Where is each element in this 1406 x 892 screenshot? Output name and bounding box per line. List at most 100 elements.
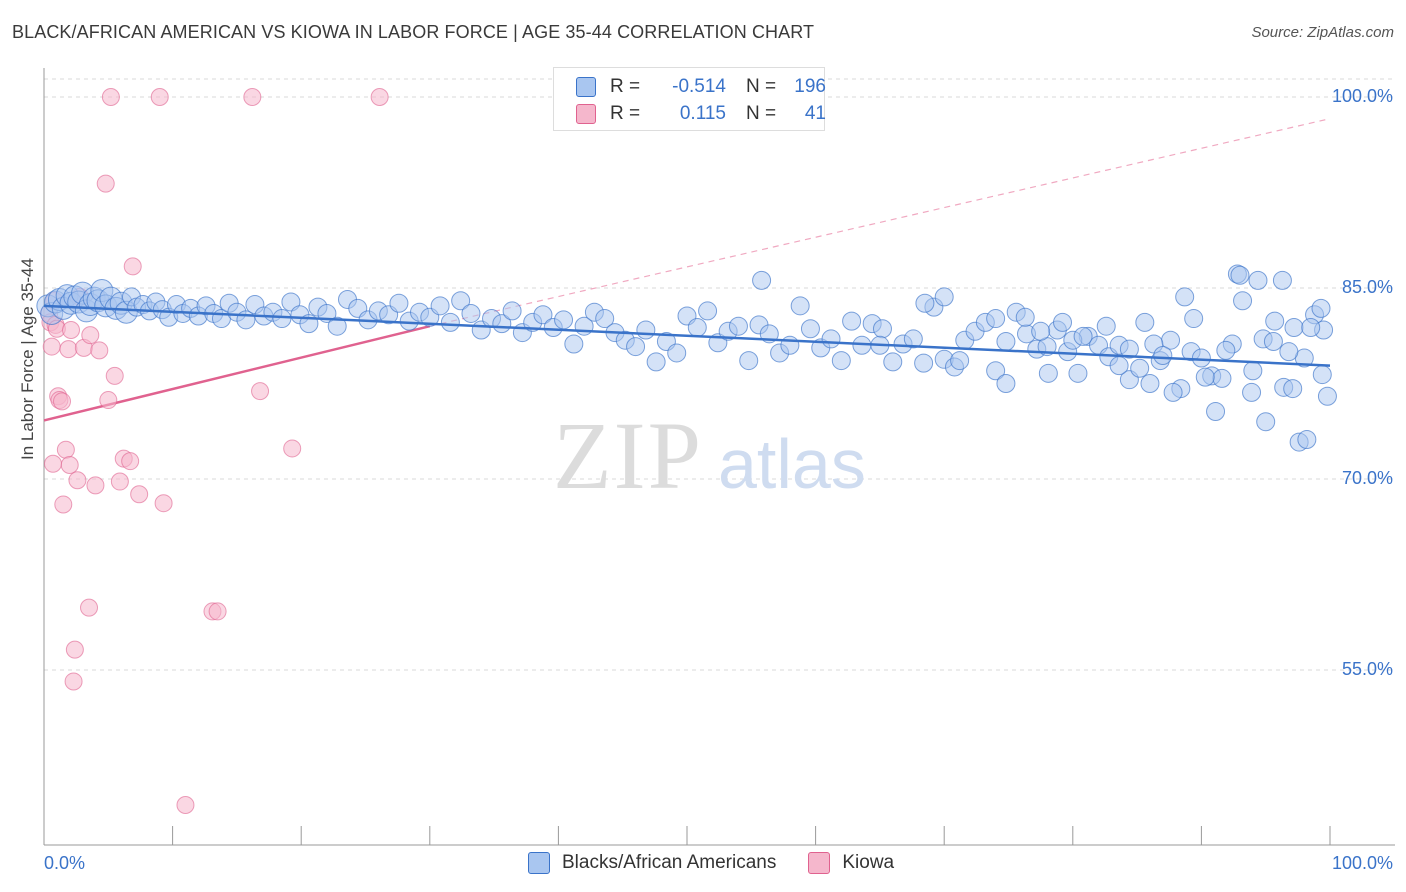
legend-swatch-blue [576, 77, 596, 97]
legend-r-value: 0.115 [679, 103, 726, 124]
kiowa-point [44, 454, 63, 473]
black-african-american-point [667, 343, 687, 363]
black-african-american-point [1265, 311, 1285, 331]
black-african-american-point [595, 309, 615, 329]
legend-r-label: R = [610, 76, 641, 97]
kiowa-point [64, 672, 83, 691]
black-african-american-point [1230, 265, 1250, 285]
black-african-american-point [1109, 356, 1129, 376]
kiowa-point [59, 340, 78, 359]
series-legend: Blacks/African Americans Kiowa [528, 852, 926, 874]
kiowa-point [86, 476, 105, 495]
kiowa-point [105, 366, 124, 385]
legend-n-value: 196 [794, 76, 826, 97]
kiowa-point [53, 392, 72, 411]
black-african-american-point [1242, 382, 1262, 402]
kiowa-point [96, 174, 115, 193]
kiowa-point [60, 455, 79, 474]
black-african-american-point [636, 320, 656, 340]
kiowa-point [62, 321, 81, 340]
black-african-american-point [698, 301, 718, 321]
kiowa-points [40, 88, 389, 814]
y-tick-label: 100.0% [1331, 86, 1393, 106]
kiowa-point [68, 471, 87, 490]
black-african-american-point [1068, 363, 1088, 383]
black-african-american-point [739, 351, 759, 371]
black-african-american-point [430, 296, 450, 316]
black-african-american-point [790, 296, 810, 316]
kiowa-point [90, 341, 109, 360]
black-african-american-point [1038, 363, 1058, 383]
black-african-american-point [821, 329, 841, 349]
black-african-american-point [1140, 374, 1160, 393]
black-african-american-point [1195, 367, 1215, 387]
kiowa-point [80, 598, 99, 617]
kiowa-point [208, 602, 227, 621]
black-african-american-point [687, 317, 707, 337]
legend-item-kiowa: Kiowa [808, 852, 894, 874]
black-african-american-point [1206, 402, 1226, 422]
black-african-american-point [1191, 348, 1211, 368]
black-african-american-point [996, 374, 1016, 393]
black-african-american-point [842, 311, 862, 331]
black-african-american-point [451, 291, 471, 311]
black-african-american-point [502, 301, 522, 321]
black-african-american-point [1279, 342, 1299, 362]
legend-item-blacks: Blacks/African Americans [528, 852, 776, 874]
black-african-american-point [1301, 317, 1321, 337]
black-african-american-point [1130, 358, 1150, 378]
black-african-american-point [883, 352, 903, 372]
legend-n-label: N = [746, 103, 777, 124]
y-tick-label: 85.0% [1341, 277, 1393, 297]
black-african-american-trend-line [43, 304, 1331, 367]
kiowa-point [123, 257, 142, 276]
x-tick-label: 100.0% [1331, 853, 1393, 873]
black-african-american-point [1284, 317, 1304, 337]
black-african-american-point [461, 303, 481, 323]
black-african-american-point [1135, 312, 1155, 332]
black-african-american-point [1297, 430, 1317, 450]
black-african-american-point [1256, 412, 1276, 432]
kiowa-point [54, 495, 73, 514]
stats-legend: R = -0.514 N = 196 R = 0.115 N = 41 [553, 67, 826, 131]
black-african-american-point [440, 312, 460, 332]
black-african-american-point [1272, 270, 1292, 290]
black-african-american-point [1216, 340, 1236, 360]
black-african-american-point [1163, 382, 1183, 402]
kiowa-point [99, 391, 118, 410]
black-african-american-point [1096, 316, 1116, 336]
kiowa-point [176, 795, 195, 814]
watermark-zip: ZIP [553, 402, 703, 509]
black-african-american-point [915, 293, 935, 313]
legend-row-kiowa: R = 0.115 N = 41 [576, 103, 826, 125]
kiowa-point [56, 440, 75, 459]
watermark: ZIP atlas [553, 402, 866, 509]
legend-swatch-blue [528, 852, 550, 874]
y-tick-label: 55.0% [1341, 659, 1393, 679]
legend-n-label: N = [746, 76, 777, 97]
kiowa-point [283, 439, 302, 458]
kiowa-point [251, 382, 270, 401]
black-african-american-point [389, 293, 409, 313]
watermark-atlas: atlas [718, 425, 866, 503]
black-african-american-point [1311, 298, 1331, 318]
black-african-american-point [1263, 331, 1283, 351]
kiowa-point [121, 452, 140, 471]
kiowa-point [370, 88, 389, 106]
black-african-american-point [800, 319, 820, 339]
y-axis-label: In Labor Force | Age 35-44 [18, 258, 37, 460]
black-african-american-point [996, 331, 1016, 351]
black-african-american-point [1175, 287, 1195, 307]
black-african-american-point [1233, 291, 1253, 311]
black-african-american-point [1153, 345, 1173, 365]
kiowa-point [42, 337, 61, 356]
kiowa-point [243, 88, 262, 106]
black-african-american-point [1031, 321, 1051, 341]
black-african-american-point [903, 329, 923, 349]
legend-swatch-pink [576, 104, 596, 124]
legend-r-value: -0.514 [672, 76, 726, 97]
black-african-american-point [1312, 365, 1332, 385]
gridlines [44, 78, 1395, 671]
kiowa-point [150, 88, 169, 106]
